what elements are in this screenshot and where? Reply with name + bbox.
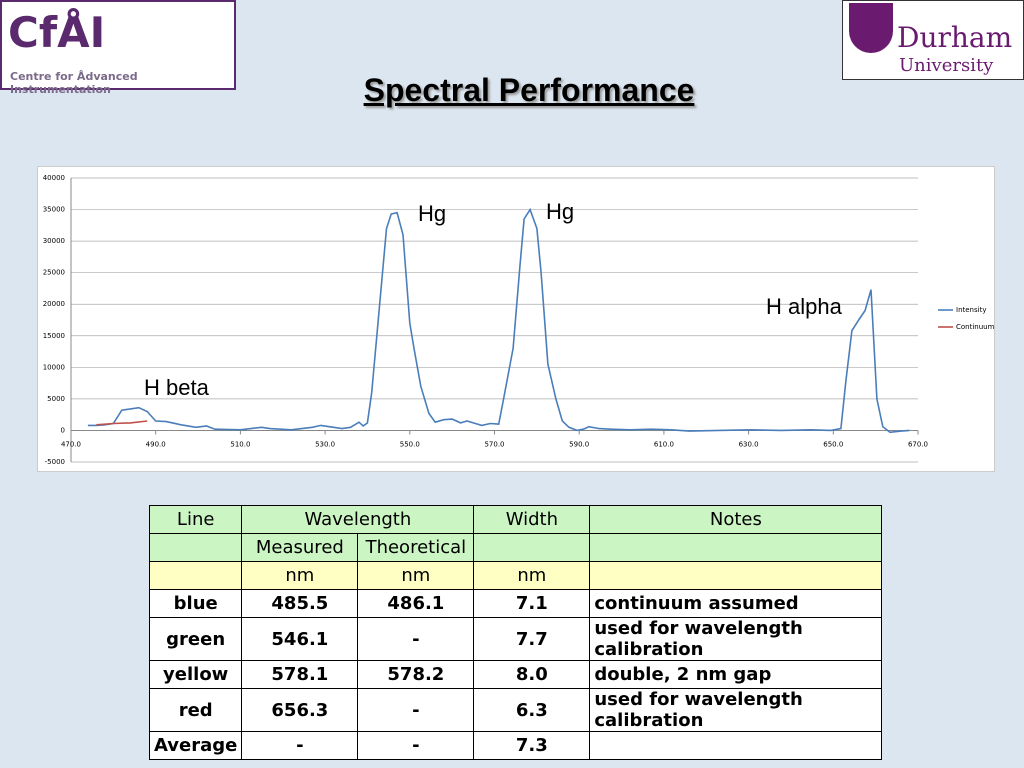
annotation: Hg bbox=[418, 201, 446, 226]
cell bbox=[473, 533, 591, 562]
y-tick-label: 35000 bbox=[43, 206, 65, 214]
cell: 8.0 bbox=[473, 660, 591, 689]
results-table: Line Wavelength Width Notes Measured The… bbox=[148, 505, 883, 760]
chart: -5000 0 5000 10000 15000 20000 25000 30000 35000… bbox=[37, 166, 995, 472]
cell: double, 2 nm gap bbox=[589, 660, 883, 689]
cell: Line bbox=[148, 505, 243, 534]
x-tick-label: 670.0 bbox=[908, 440, 928, 448]
y-tick-label: 30000 bbox=[43, 237, 65, 245]
cell: 578.2 bbox=[357, 660, 475, 689]
cell: - bbox=[357, 688, 475, 732]
y-tick-label: 0 bbox=[61, 426, 65, 434]
cell bbox=[589, 533, 883, 562]
cell: continuum assumed bbox=[589, 589, 883, 618]
cell: used for wavelength calibration bbox=[589, 617, 883, 661]
y-tick-label: 20000 bbox=[43, 300, 65, 308]
cell: 486.1 bbox=[357, 589, 475, 618]
x-tick-label: 510.0 bbox=[230, 440, 250, 448]
annotation: Hg bbox=[546, 199, 574, 224]
cell: 578.1 bbox=[241, 660, 359, 689]
cell: 546.1 bbox=[241, 617, 359, 661]
logo-line: University bbox=[899, 55, 994, 76]
cell: 485.5 bbox=[241, 589, 359, 618]
cell: used for wavelength calibration bbox=[589, 688, 883, 732]
x-tick-label: 570.0 bbox=[484, 440, 504, 448]
logo-mark: CfÅI bbox=[8, 8, 106, 57]
legend-label: Intensity bbox=[956, 306, 986, 314]
cell: 7.1 bbox=[473, 589, 591, 618]
cell: Wavelength bbox=[241, 505, 475, 534]
annotation: H beta bbox=[144, 375, 210, 400]
cell: 7.7 bbox=[473, 617, 591, 661]
slide-title: Spectral Performance bbox=[363, 72, 695, 108]
x-tick-label: 530.0 bbox=[315, 440, 335, 448]
shield bbox=[849, 3, 893, 53]
cfai-logo: CfÅI Centre for Ådvanced Instrumentation bbox=[0, 0, 236, 96]
x-tick-label: 550.0 bbox=[400, 440, 420, 448]
data-row: Average - -7.3 bbox=[148, 731, 883, 760]
cell: nm bbox=[241, 561, 359, 590]
subheader-row: Measured Theoretical bbox=[148, 533, 883, 562]
x-tick-label: 470.0 bbox=[61, 440, 81, 448]
y-tick-label: 10000 bbox=[43, 363, 65, 371]
cell: Average bbox=[148, 731, 243, 760]
y-tick-label: 5000 bbox=[47, 395, 65, 403]
cell: yellow bbox=[148, 660, 243, 689]
cell: Measured bbox=[241, 533, 359, 562]
series-line bbox=[96, 420, 148, 426]
cell bbox=[589, 731, 883, 760]
y-tick-label: 40000 bbox=[43, 174, 65, 182]
x-tick-label: 650.0 bbox=[823, 440, 843, 448]
cell: green bbox=[148, 617, 243, 661]
cell: nm bbox=[473, 561, 591, 590]
series-line bbox=[87, 207, 910, 434]
cell: Theoretical bbox=[357, 533, 475, 562]
cell: nm bbox=[357, 561, 475, 590]
data-row: yellow 578.1 578.2 8.0 double, 2 nm gap bbox=[148, 660, 883, 689]
durham-logo: Durham University bbox=[842, 0, 1024, 80]
cell bbox=[589, 561, 883, 590]
logo-line: Durham bbox=[897, 21, 1013, 54]
x-tick-label: 610.0 bbox=[654, 440, 674, 448]
cell: Notes bbox=[589, 505, 883, 534]
cell: 656.3 bbox=[241, 688, 359, 732]
legend-label: Continuum bbox=[956, 323, 995, 331]
cell: red bbox=[148, 688, 243, 732]
data-row: green 546.1-7.7 used for wavelength calibr… bbox=[148, 617, 883, 661]
x-tick-label: 590.0 bbox=[569, 440, 589, 448]
cell bbox=[148, 533, 243, 562]
cell: - bbox=[357, 731, 475, 760]
header-row: Line Wavelength Width Notes bbox=[148, 505, 883, 534]
y-tick-label: 15000 bbox=[43, 332, 65, 340]
cell: blue bbox=[148, 589, 243, 618]
cell bbox=[148, 561, 243, 590]
cell: Width bbox=[473, 505, 591, 534]
y-tick-label: -5000 bbox=[45, 458, 65, 466]
data-row: blue 485.5 486.1 7.1 continuum assumed bbox=[148, 589, 883, 618]
y-tick-label: 25000 bbox=[43, 269, 65, 277]
units-row: nm nm nm bbox=[148, 561, 883, 590]
annotation: H alpha bbox=[766, 294, 843, 319]
data-row: red 656.3-6.3 used for wavelength calibrat… bbox=[148, 688, 883, 732]
cell: - bbox=[357, 617, 475, 661]
cell: - bbox=[241, 731, 359, 760]
x-tick-label: 490.0 bbox=[146, 440, 166, 448]
x-tick-label: 630.0 bbox=[739, 440, 759, 448]
cell: 7.3 bbox=[473, 731, 591, 760]
logo-caption: Centre for Ådvanced Instrumentation bbox=[10, 70, 138, 96]
cell: 6.3 bbox=[473, 688, 591, 732]
